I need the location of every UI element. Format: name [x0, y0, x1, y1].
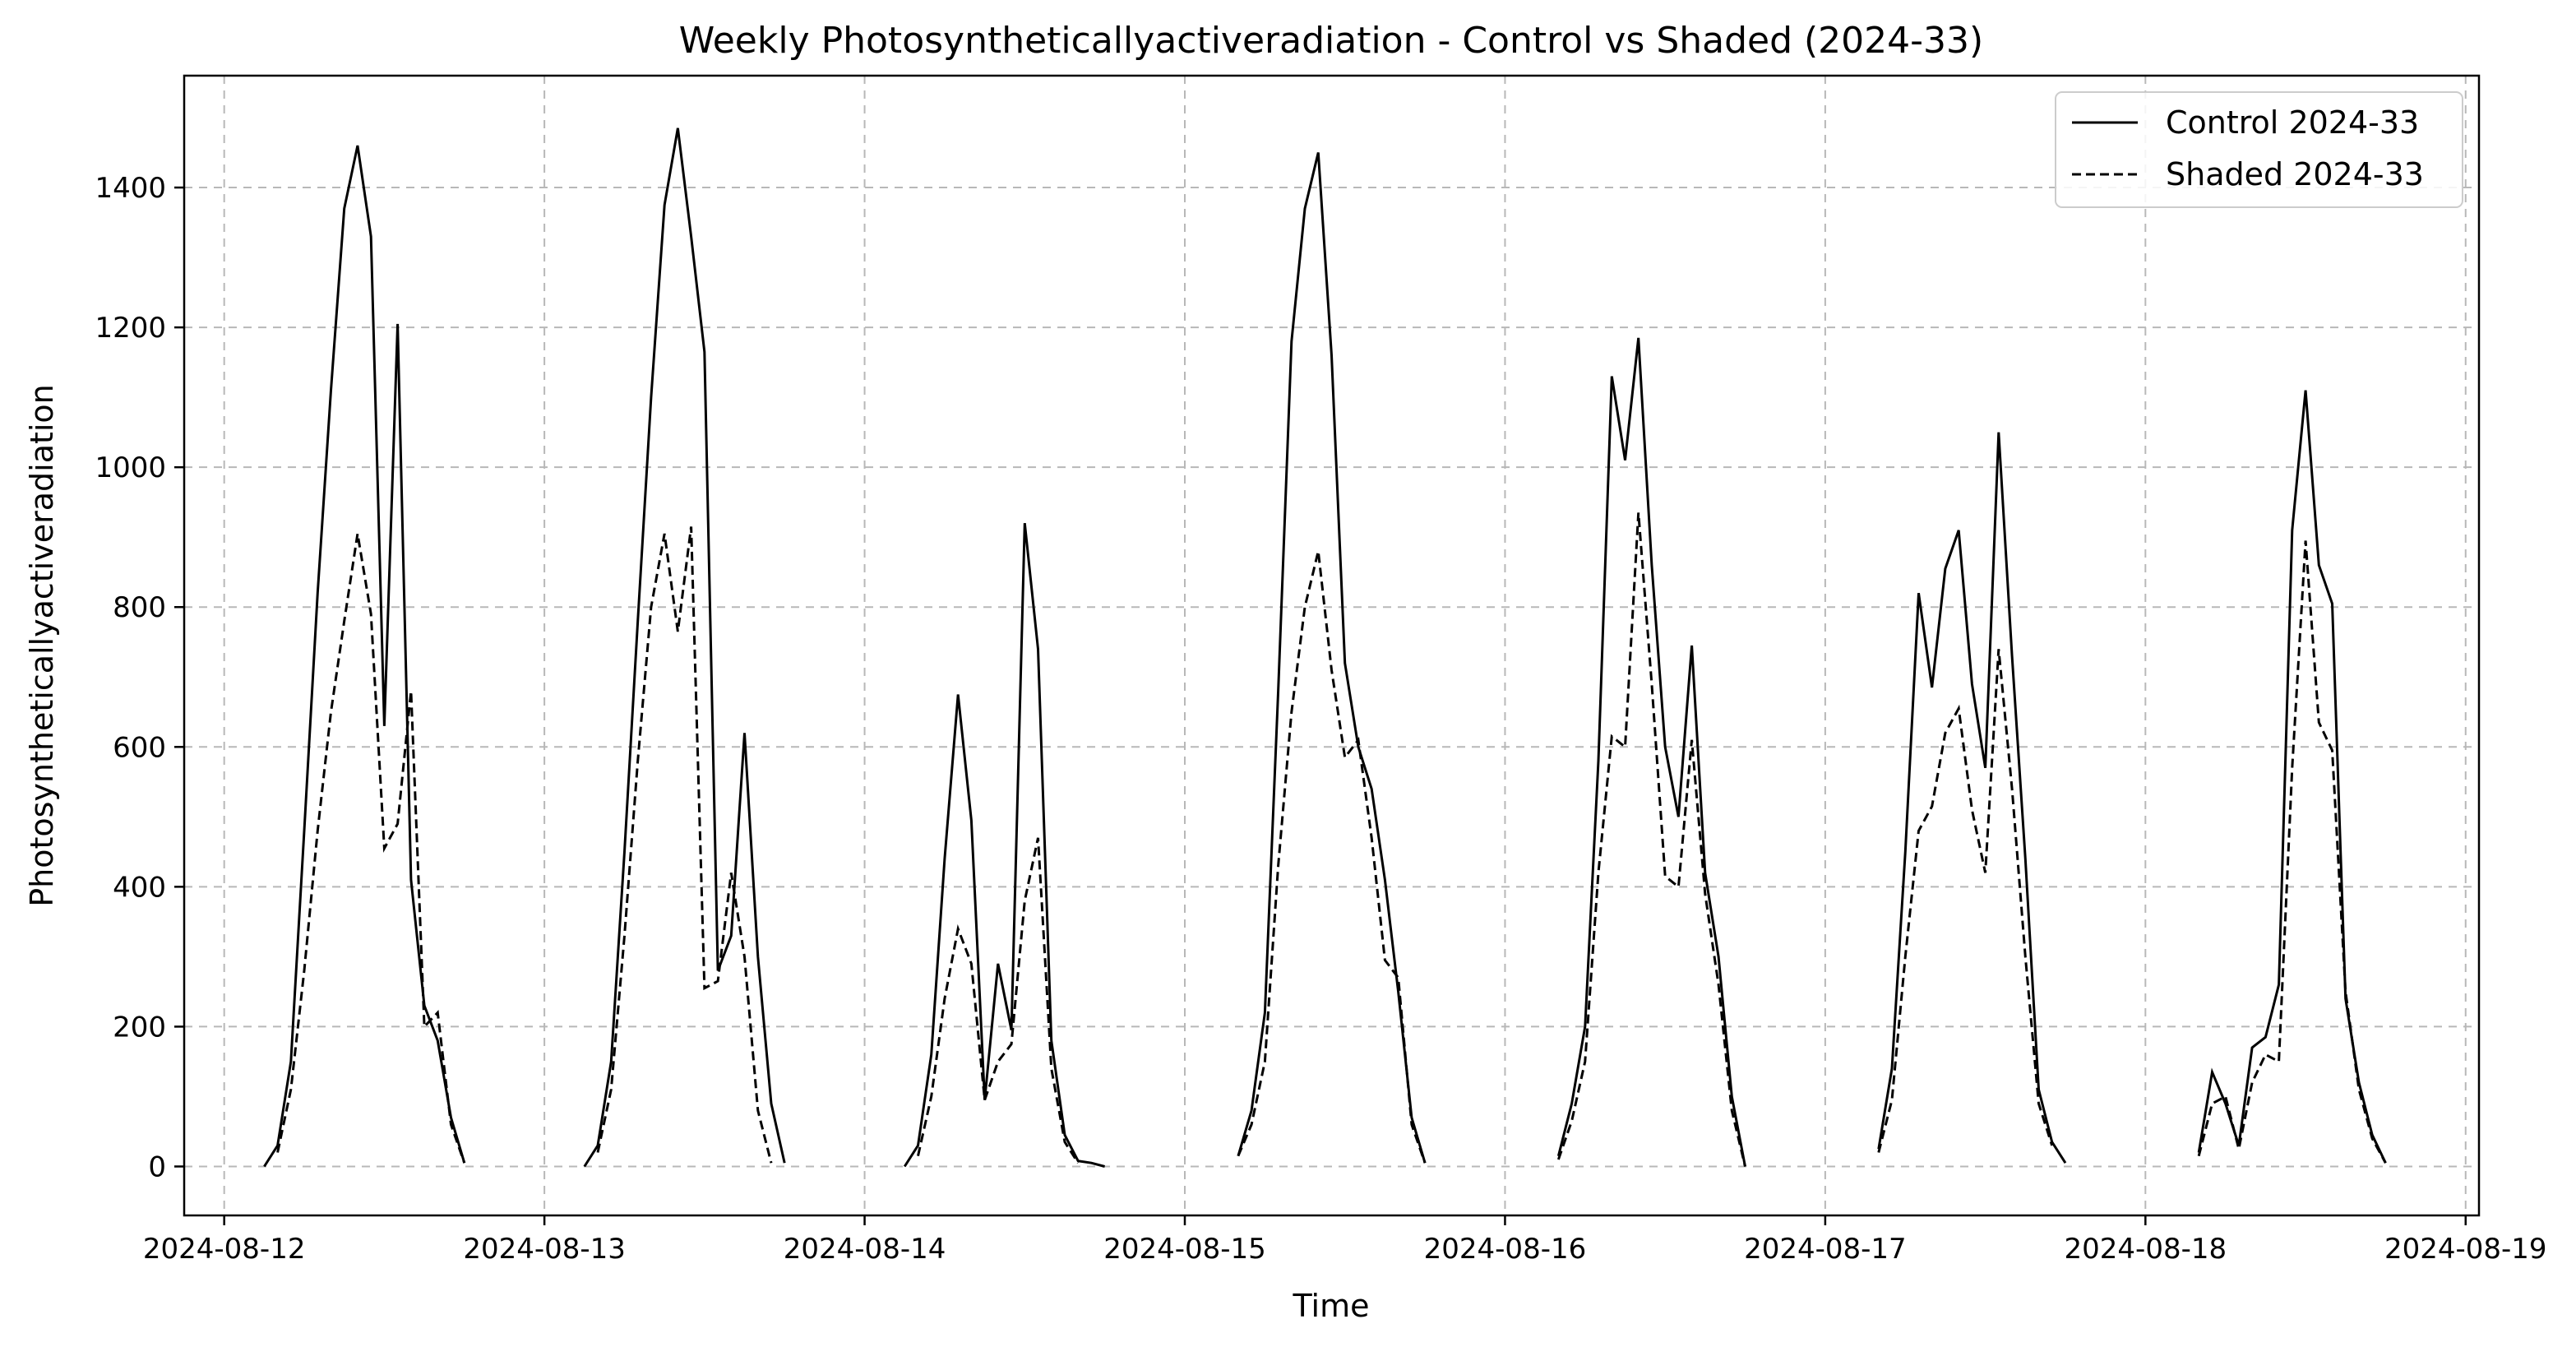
series-line-control [903, 523, 1105, 1168]
series-line-control [583, 127, 786, 1168]
x-axis-label: Time [1293, 1288, 1370, 1324]
series-line-control [1877, 432, 2067, 1164]
x-tick-label: 2024-08-14 [784, 1233, 946, 1266]
legend: Control 2024-33 Shaded 2024-33 [2055, 91, 2463, 208]
x-tick-label: 2024-08-19 [2384, 1233, 2547, 1266]
series-line-control [1556, 337, 1746, 1167]
series-line-control [1237, 152, 1427, 1164]
series-shaded [276, 512, 2387, 1167]
x-tick-label: 2024-08-13 [463, 1233, 626, 1266]
y-tick-label: 1200 [95, 312, 166, 345]
x-tick-label: 2024-08-18 [2065, 1233, 2227, 1266]
chart-title: Weekly Photosyntheticallyactiveradiation… [679, 20, 1983, 62]
y-tick-label: 800 [113, 591, 166, 624]
series-layer [263, 127, 2387, 1168]
series-line-shaded [596, 526, 773, 1164]
series-line-shaded [276, 533, 466, 1164]
series-line-shaded [917, 837, 1080, 1164]
series-line-control [263, 145, 466, 1168]
y-tick-label: 400 [113, 871, 166, 904]
y-tick-label: 600 [113, 731, 166, 764]
series-line-shaded [1877, 649, 2054, 1153]
y-tick-label: 1000 [95, 451, 166, 484]
legend-label-control: Control 2024-33 [2166, 104, 2419, 141]
y-tick-label: 0 [148, 1150, 166, 1183]
x-tick-label: 2024-08-12 [143, 1233, 306, 1266]
x-tick-label: 2024-08-16 [1424, 1233, 1587, 1266]
tick-layer: 2024-08-12 2024-08-13 2024-08-14 2024-08-15… [95, 172, 2546, 1266]
series-line-shaded [1237, 550, 1427, 1164]
series-line-shaded [2197, 540, 2387, 1164]
x-tick-label: 2024-08-17 [1744, 1233, 1907, 1266]
series-control [263, 127, 2387, 1168]
y-axis-label: Photosyntheticallyactiveradiation [24, 384, 60, 907]
y-tick-label: 1400 [95, 172, 166, 205]
legend-box [2055, 91, 2463, 208]
legend-label-shaded: Shaded 2024-33 [2166, 156, 2424, 192]
plot-frame [183, 74, 2481, 1217]
y-tick-label: 200 [113, 1011, 166, 1044]
x-tick-label: 2024-08-15 [1103, 1233, 1266, 1266]
